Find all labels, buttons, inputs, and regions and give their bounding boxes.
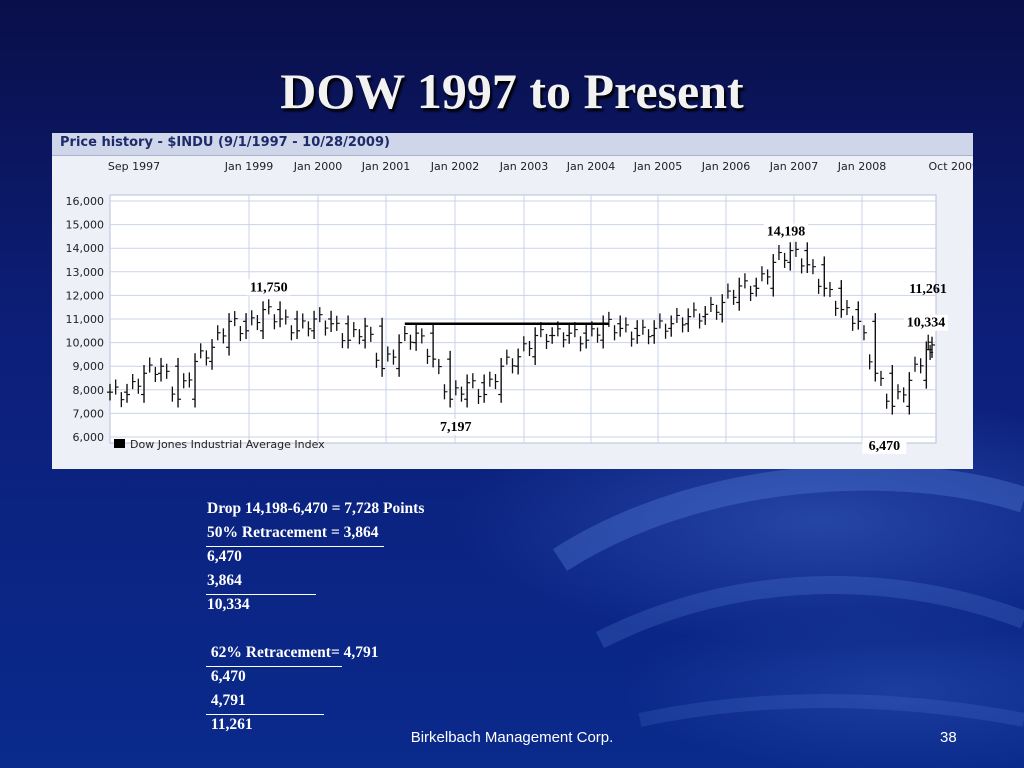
x-tick-label: Jan 2003 [499, 160, 548, 173]
y-tick-label: 11,000 [66, 313, 105, 326]
retracement-notes: Drop 14,198-6,470 = 7,728 Points 50% Ret… [207, 497, 424, 737]
note-line-3: 6,470 [207, 548, 242, 565]
x-tick-label: Jan 2002 [430, 160, 479, 173]
y-tick-label: 6,000 [73, 431, 105, 444]
underline-3864 [206, 594, 316, 595]
y-tick-label: 14,000 [66, 242, 105, 255]
legend-swatch [114, 439, 125, 448]
y-tick-label: 7,000 [73, 407, 105, 420]
annotation-label: 11,750 [250, 280, 288, 295]
chart-header-title: Price history - $INDU (9/1/1997 - 10/28/… [60, 135, 390, 150]
chart-header: Price history - $INDU (9/1/1997 - 10/28/… [52, 133, 973, 156]
x-tick-label: Jan 2004 [566, 160, 615, 173]
note-line-8: 6,470 [207, 668, 246, 685]
x-tick-label: Jan 2000 [293, 160, 342, 173]
price-history-chart: Price history - $INDU (9/1/1997 - 10/28/… [52, 133, 973, 469]
y-tick-label: 9,000 [73, 360, 105, 373]
annotation-label: 14,198 [767, 225, 806, 240]
underline-62pct [206, 666, 342, 667]
x-tick-label: Oct 2009 [928, 160, 973, 173]
x-tick-label: Jan 1999 [224, 160, 273, 173]
footer-company: Birkelbach Management Corp. [410, 729, 614, 746]
annotation-label: 6,470 [869, 439, 901, 454]
note-line-6 [207, 617, 424, 641]
note-line-9: 4,791 [207, 692, 281, 709]
x-tick-label: Jan 2001 [361, 160, 410, 173]
note-line-5: 10,334 [207, 596, 250, 613]
annotation-bg [904, 314, 948, 331]
annotation-bg [763, 223, 808, 240]
chart-plot: 6,000 7,000 8,000 9,000 10,000 11,000 12,000 13… [66, 160, 973, 454]
note-line-2: 50% Retracement = 3,864 [207, 524, 379, 541]
note-line-4: 3,864 [207, 572, 273, 589]
x-tick-label: Sep 1997 [108, 160, 160, 173]
y-tick-label: 8,000 [73, 384, 105, 397]
annotation-bg [862, 437, 907, 454]
x-tick-label: Jan 2007 [769, 160, 818, 173]
slide-title: DOW 1997 to Present [280, 63, 744, 119]
y-tick-label: 16,000 [66, 195, 105, 208]
annotation-bg [433, 418, 478, 435]
page-number: 38 [940, 729, 957, 746]
x-tick-label: Jan 2006 [701, 160, 750, 173]
note-line-10: 11,261 [207, 716, 253, 733]
annotation-label: 7,197 [440, 420, 472, 435]
note-line-1: Drop 14,198-6,470 = 7,728 Points [207, 500, 425, 517]
underline-50pct [206, 546, 384, 547]
annotation-bg [246, 279, 291, 296]
note-line-7: 62% Retracement= 4,791 [207, 644, 379, 661]
y-tick-label: 13,000 [66, 266, 105, 279]
annotation-label: 10,334 [907, 316, 946, 331]
x-tick-label: Jan 2005 [633, 160, 682, 173]
y-tick-label: 12,000 [66, 289, 105, 302]
legend-label: Dow Jones Industrial Average Index [130, 438, 325, 451]
y-tick-label: 10,000 [66, 337, 105, 350]
annotation-label: 11,261 [909, 282, 947, 297]
y-tick-label: 15,000 [66, 219, 105, 232]
x-tick-label: Jan 2008 [837, 160, 886, 173]
underline-4791 [206, 714, 324, 715]
